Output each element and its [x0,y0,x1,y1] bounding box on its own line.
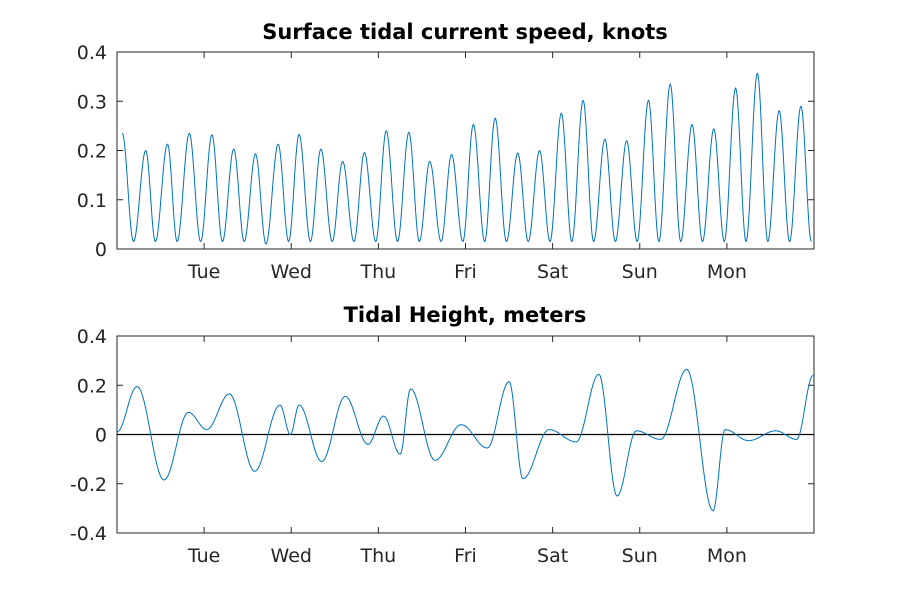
bottom-xtick-label: Sat [537,545,568,567]
top-ytick-label: 0.2 [77,141,107,163]
top-series-line [121,72,812,245]
bottom-series-line [116,368,814,512]
top-ytick-label: 0.1 [77,190,107,212]
bottom-chart-series [116,368,814,512]
bottom-ytick-label: 0.2 [77,375,107,397]
bottom-ytick-label: 0.4 [77,326,107,348]
top-chart-panel: Surface tidal current speed, knots 00.10… [77,20,815,283]
top-ytick-label: 0.3 [77,91,107,113]
top-xtick-label: Sat [537,261,568,283]
top-chart-series [121,72,812,245]
bottom-ytick-label: -0.2 [70,474,107,496]
bottom-xtick-label: Mon [707,545,747,567]
top-xtick-label: Tue [187,261,220,283]
bottom-chart-panel: Tidal Height, meters -0.4 -0.2 0 0.2 0.4 Tue W… [70,303,815,567]
top-xtick-label: Fri [454,261,477,283]
top-chart-title: Surface tidal current speed, knots [262,20,668,44]
top-xtick-label: Wed [271,261,312,283]
bottom-ytick-label: 0 [95,425,107,447]
bottom-ytick-label: -0.4 [70,523,107,545]
bottom-chart-title: Tidal Height, meters [344,303,587,327]
top-xtick-label: Sun [622,261,658,283]
top-xtick-label: Mon [707,261,747,283]
top-xtick-label: Thu [360,261,397,283]
bottom-xtick-label: Fri [454,545,477,567]
bottom-xtick-label: Sun [622,545,658,567]
bottom-xtick-label: Tue [187,545,220,567]
bottom-xtick-label: Wed [271,545,312,567]
top-ytick-label: 0.4 [77,42,107,64]
top-chart-ticks: 0 0.1 0.2 0.3 0.4 Tue Wed Thu Fri Sat Sun Mon [77,42,814,283]
bottom-chart-ticks: -0.4 -0.2 0 0.2 0.4 Tue Wed Thu Fri Sat Sun Mon [70,326,814,567]
bottom-xtick-label: Thu [360,545,397,567]
top-ytick-label: 0 [95,239,107,261]
